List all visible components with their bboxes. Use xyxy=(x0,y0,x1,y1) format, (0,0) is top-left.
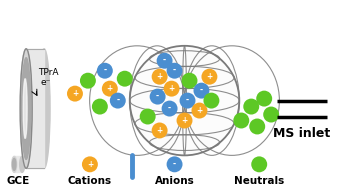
Circle shape xyxy=(102,81,118,97)
Text: +: + xyxy=(206,72,213,81)
Circle shape xyxy=(249,119,265,134)
Text: -: - xyxy=(103,66,106,75)
Text: e⁻: e⁻ xyxy=(40,78,50,87)
Circle shape xyxy=(152,69,168,85)
Text: Neutrals: Neutrals xyxy=(234,176,284,186)
Ellipse shape xyxy=(22,58,31,159)
Circle shape xyxy=(193,83,210,99)
Circle shape xyxy=(164,81,179,97)
Circle shape xyxy=(167,63,183,79)
Circle shape xyxy=(82,156,98,172)
Circle shape xyxy=(110,93,126,108)
Text: MS inlet: MS inlet xyxy=(273,127,331,140)
Bar xyxy=(26,49,44,168)
Circle shape xyxy=(150,89,166,105)
Circle shape xyxy=(140,108,155,125)
Text: +: + xyxy=(107,84,113,93)
Ellipse shape xyxy=(13,158,16,170)
Text: +: + xyxy=(156,126,163,135)
Text: Cations: Cations xyxy=(68,176,112,186)
Text: -: - xyxy=(200,86,203,95)
Circle shape xyxy=(179,93,195,108)
Circle shape xyxy=(182,73,197,89)
Text: -: - xyxy=(186,96,189,105)
Text: -: - xyxy=(173,160,176,169)
Circle shape xyxy=(203,93,219,108)
Circle shape xyxy=(80,73,96,89)
Text: +: + xyxy=(182,116,188,125)
Circle shape xyxy=(130,46,239,155)
Text: -: - xyxy=(168,104,171,113)
Text: -: - xyxy=(173,66,176,75)
Circle shape xyxy=(117,71,133,87)
Text: -: - xyxy=(116,96,119,105)
Circle shape xyxy=(167,156,183,172)
Text: -: - xyxy=(156,92,159,101)
Circle shape xyxy=(176,112,192,129)
Text: +: + xyxy=(196,106,202,115)
Text: +: + xyxy=(168,84,175,93)
Ellipse shape xyxy=(20,49,32,168)
Circle shape xyxy=(233,112,249,129)
Text: +: + xyxy=(72,89,78,98)
Circle shape xyxy=(92,99,108,115)
Text: +: + xyxy=(87,160,93,169)
Circle shape xyxy=(263,107,279,122)
Bar xyxy=(14,156,22,172)
Ellipse shape xyxy=(12,156,17,172)
Ellipse shape xyxy=(23,79,27,138)
Circle shape xyxy=(152,122,168,138)
Circle shape xyxy=(201,69,217,85)
Circle shape xyxy=(67,86,83,102)
Text: Anions: Anions xyxy=(155,176,194,186)
Text: TPrA: TPrA xyxy=(38,68,58,77)
Circle shape xyxy=(97,63,113,79)
Circle shape xyxy=(243,99,259,115)
Circle shape xyxy=(251,156,267,172)
Text: GCE: GCE xyxy=(6,176,30,186)
Circle shape xyxy=(192,103,208,119)
Ellipse shape xyxy=(38,49,50,168)
Circle shape xyxy=(156,53,173,69)
Ellipse shape xyxy=(20,156,25,172)
Text: -: - xyxy=(163,56,166,65)
Circle shape xyxy=(162,101,177,117)
Circle shape xyxy=(256,91,272,107)
Text: +: + xyxy=(156,72,163,81)
